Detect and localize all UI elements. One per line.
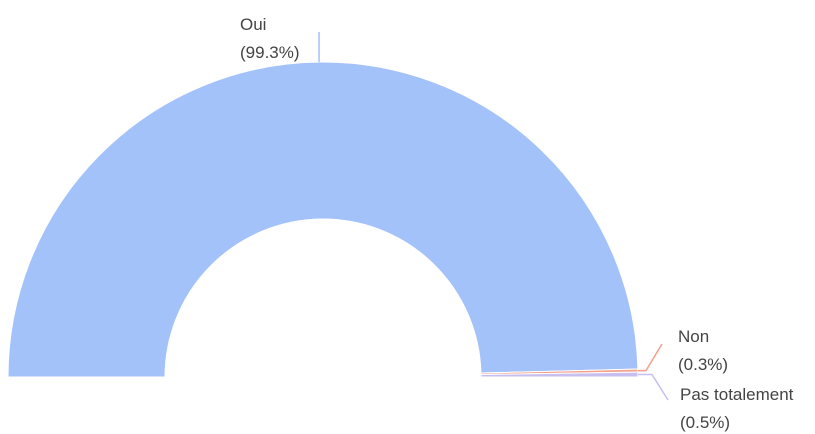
slice-label-oui: Oui (99.3%) — [240, 15, 300, 62]
leader-non — [637, 343, 663, 372]
leader-lines — [318, 32, 669, 401]
label-non: Non — [678, 327, 709, 346]
slice-oui[interactable] — [7, 61, 639, 378]
slice-label-pas-totalement: Pas totalement (0.5%) — [680, 385, 794, 432]
label-pas-totalement: Pas totalement — [680, 385, 794, 404]
value-non: (0.3%) — [678, 355, 728, 374]
slice-label-non: Non (0.3%) — [678, 327, 728, 374]
leader-pas-totalement — [637, 373, 669, 401]
value-oui: (99.3%) — [240, 43, 300, 62]
value-pas-totalement: (0.5%) — [680, 413, 730, 432]
label-oui: Oui — [240, 15, 266, 34]
slices-group — [7, 61, 639, 378]
slice-pas-totalement[interactable] — [480, 371, 639, 378]
